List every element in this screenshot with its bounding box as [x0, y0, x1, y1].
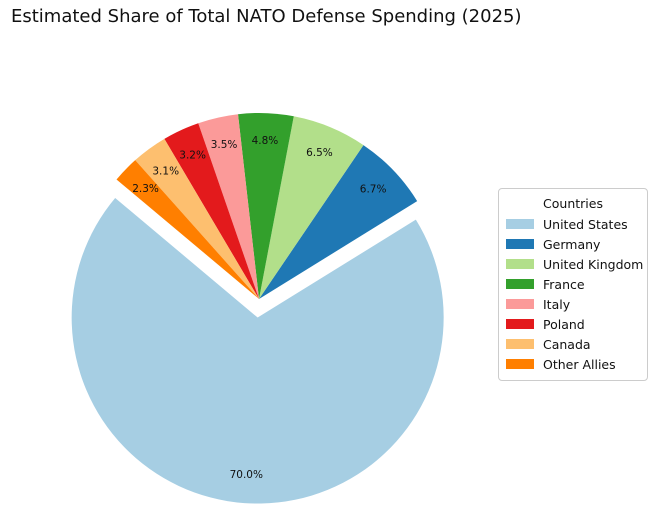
pie-slice-germany — [259, 145, 418, 299]
legend-swatch — [506, 259, 534, 269]
legend-label: United States — [543, 216, 628, 232]
legend-swatch — [506, 219, 534, 229]
pie-label-poland: 3.2% — [179, 150, 206, 162]
legend-swatch — [506, 339, 534, 349]
pie-label-canada: 3.1% — [152, 165, 179, 177]
pie-slice-united-kingdom — [259, 116, 364, 299]
legend-swatch — [506, 279, 534, 289]
pie-slice-france — [237, 113, 294, 299]
legend-swatch — [506, 359, 534, 369]
legend-title: Countries — [543, 196, 603, 211]
legend-item-poland: Poland — [499, 314, 647, 334]
pie-slice-italy — [198, 114, 259, 300]
legend-item-canada: Canada — [499, 334, 647, 354]
legend-swatch — [506, 299, 534, 309]
legend-label: Italy — [543, 296, 571, 312]
legend-label: Canada — [543, 336, 591, 352]
legend-item-united-kingdom: United Kingdom — [499, 254, 647, 274]
legend-item-france: France — [499, 274, 647, 294]
pie-label-united-kingdom: 6.5% — [306, 147, 333, 159]
pie-slice-united-states — [71, 197, 444, 504]
legend-item-united-states: United States — [499, 214, 647, 234]
legend-item-germany: Germany — [499, 234, 647, 254]
legend-item-other-allies: Other Allies — [499, 354, 647, 374]
pie-label-france: 4.8% — [252, 135, 279, 147]
pie-label-united-states: 70.0% — [230, 469, 263, 481]
legend: Countries United States Germany United Kin… — [498, 188, 648, 381]
legend-label: United Kingdom — [543, 256, 644, 272]
legend-swatch — [506, 319, 534, 329]
legend-label: France — [543, 276, 585, 292]
pie-label-italy: 3.5% — [211, 139, 238, 151]
pie-slice-poland — [164, 123, 259, 299]
pie-slice-canada — [135, 138, 259, 299]
pie-slice-other-allies — [116, 160, 259, 299]
legend-label: Other Allies — [543, 356, 616, 372]
legend-item-italy: Italy — [499, 294, 647, 314]
legend-label: Germany — [543, 236, 601, 252]
legend-swatch — [506, 239, 534, 249]
chart-title: Estimated Share of Total NATO Defense Sp… — [11, 6, 522, 27]
pie-label-other-allies: 2.3% — [132, 183, 159, 195]
pie-label-germany: 6.7% — [360, 184, 387, 196]
legend-label: Poland — [543, 316, 585, 332]
